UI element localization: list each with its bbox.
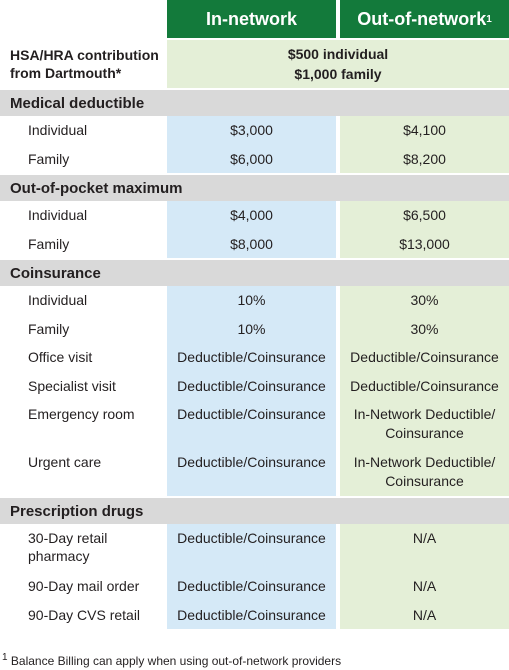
footnote: 1 Balance Billing can apply when using o… <box>2 652 341 668</box>
table-row: 30-Day retail pharmacy Deductible/Coinsur… <box>0 524 509 572</box>
row-label: Office visit <box>28 349 93 365</box>
out-network-cell: N/A <box>340 572 509 601</box>
header-note: 1 <box>486 13 492 25</box>
row-label: Urgent care <box>28 454 102 470</box>
table-row: Family 10% 30% <box>0 314 509 343</box>
table-row: Family $8,000 $13,000 <box>0 229 509 258</box>
table-row: 90-Day mail order Deductible/Coinsurance N… <box>0 572 509 601</box>
in-network-cell: Deductible/Coinsurance <box>167 524 336 572</box>
table-row: 90-Day CVS retail Deductible/Coinsurance N… <box>0 600 509 629</box>
header-out-network: Out-of-network 1 <box>340 0 509 38</box>
in-network-cell: Deductible/Coinsurance <box>167 371 336 400</box>
in-network-cell: Deductible/Coinsurance <box>167 343 336 372</box>
header-row: In-network Out-of-network 1 <box>0 0 509 38</box>
in-network-cell: $8,000 <box>167 229 336 258</box>
out-network-cell: $13,000 <box>340 229 509 258</box>
in-network-cell: Deductible/Coinsurance <box>167 600 336 629</box>
in-network-cell: 10% <box>167 286 336 315</box>
in-network-cell: Deductible/Coinsurance <box>167 400 336 448</box>
contribution-row: HSA/HRA contribution from Dartmouth* $500… <box>0 40 509 88</box>
out-network-cell: $6,500 <box>340 201 509 230</box>
in-network-cell: 10% <box>167 314 336 343</box>
table-row: Emergency room Deductible/Coinsurance In-N… <box>0 400 509 448</box>
out-network-cell: In-Network Deductible/ Coinsurance <box>340 400 509 448</box>
row-label: 90-Day CVS retail <box>28 606 141 623</box>
table-row: Urgent care Deductible/Coinsurance In-Netw… <box>0 448 509 496</box>
in-network-cell: $6,000 <box>167 144 336 173</box>
in-network-cell: $3,000 <box>167 116 336 145</box>
table-row: Family $6,000 $8,200 <box>0 144 509 173</box>
contribution-value: $500 individual $1,000 family <box>167 40 509 88</box>
out-network-cell: N/A <box>340 524 509 572</box>
out-network-cell: 30% <box>340 314 509 343</box>
in-network-cell: $4,000 <box>167 201 336 230</box>
table-row: Individual $4,000 $6,500 <box>0 201 509 230</box>
row-label: 90-Day mail order <box>28 578 140 594</box>
table-row: Office visit Deductible/Coinsurance Deduct… <box>0 343 509 372</box>
section-header: Coinsurance <box>0 260 509 286</box>
row-label: Emergency room <box>28 406 135 422</box>
header-in-network: In-network <box>167 0 336 38</box>
row-label: Family <box>28 320 70 337</box>
row-label: Individual <box>28 292 88 308</box>
out-network-cell: In-Network Deductible/ Coinsurance <box>340 448 509 496</box>
row-label: Family <box>28 150 70 167</box>
row-label: Family <box>28 235 70 252</box>
out-network-cell: N/A <box>340 600 509 629</box>
row-label: Individual <box>28 207 88 223</box>
row-label: Individual <box>28 122 88 138</box>
section-header: Prescription drugs <box>0 498 509 524</box>
out-network-cell: $8,200 <box>340 144 509 173</box>
table-row: Specialist visit Deductible/Coinsurance De… <box>0 371 509 400</box>
header-text: Out-of-network <box>357 8 487 29</box>
in-network-cell: Deductible/Coinsurance <box>167 572 336 601</box>
header-blank <box>0 0 163 38</box>
out-network-cell: $4,100 <box>340 116 509 145</box>
out-network-cell: Deductible/Coinsurance <box>340 343 509 372</box>
section-header: Medical deductible <box>0 90 509 116</box>
footnote-text: Balance Billing can apply when using out… <box>10 654 342 668</box>
table-row: Individual 10% 30% <box>0 286 509 315</box>
section-header: Out-of-pocket maximum <box>0 175 509 201</box>
out-network-cell: Deductible/Coinsurance <box>340 371 509 400</box>
footnote-marker: 1 <box>2 652 8 663</box>
in-network-cell: Deductible/Coinsurance <box>167 448 336 496</box>
row-label: Specialist visit <box>28 377 116 394</box>
row-label: 30-Day retail pharmacy <box>28 530 108 564</box>
row-label: HSA/HRA contribution from Dartmouth* <box>0 40 163 88</box>
out-network-cell: 30% <box>340 286 509 315</box>
table-row: Individual $3,000 $4,100 <box>0 116 509 145</box>
benefits-table: In-network Out-of-network 1 HSA/HRA contrib… <box>0 0 509 629</box>
